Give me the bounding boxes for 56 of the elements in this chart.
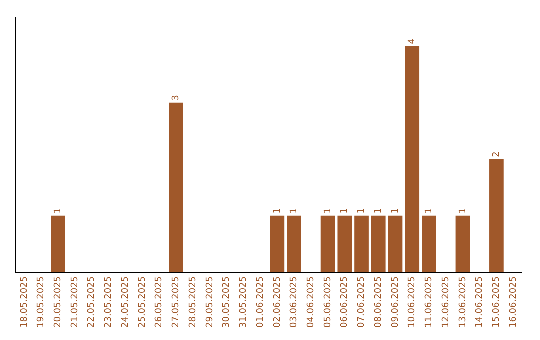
x-tick-label: 11.06.2025 bbox=[424, 276, 435, 328]
x-tick-label: 26.05.2025 bbox=[154, 276, 165, 328]
bar bbox=[51, 216, 66, 272]
bar bbox=[320, 216, 336, 272]
x-tick-label: 31.05.2025 bbox=[239, 276, 250, 328]
data-label: 1 bbox=[424, 208, 435, 214]
x-tick-label: 15.06.2025 bbox=[492, 276, 502, 328]
bar bbox=[422, 216, 436, 272]
x-tick-label: 22.05.2025 bbox=[87, 276, 98, 328]
data-label: 1 bbox=[290, 208, 300, 214]
bar bbox=[388, 216, 403, 272]
x-tick-label: 02.06.2025 bbox=[272, 276, 283, 328]
x-tick-label: 21.05.2025 bbox=[70, 276, 80, 328]
data-label: 3 bbox=[172, 95, 182, 101]
data-label: 1 bbox=[357, 208, 368, 214]
x-tick-label: 23.05.2025 bbox=[104, 276, 114, 328]
data-label: 1 bbox=[54, 208, 64, 214]
x-tick-label: 05.06.2025 bbox=[323, 276, 334, 328]
x-tick-label: 30.05.2025 bbox=[222, 276, 232, 328]
bar bbox=[405, 46, 420, 272]
x-tick-label: 12.06.2025 bbox=[441, 276, 452, 328]
x-tick-label: 18.05.2025 bbox=[20, 276, 30, 328]
x-tick-label: 01.06.2025 bbox=[256, 276, 266, 328]
bar bbox=[490, 159, 504, 272]
data-label: 1 bbox=[458, 208, 468, 214]
x-tick-label: 13.06.2025 bbox=[458, 276, 468, 328]
x-tick-label: 27.05.2025 bbox=[172, 276, 182, 328]
bar bbox=[338, 216, 352, 272]
x-tick-label: 24.05.2025 bbox=[120, 276, 131, 328]
bar bbox=[456, 216, 470, 272]
x-tick-label: 03.06.2025 bbox=[290, 276, 300, 328]
bar bbox=[371, 216, 386, 272]
bar bbox=[354, 216, 369, 272]
x-tick-label: 06.06.2025 bbox=[340, 276, 350, 328]
data-label: 2 bbox=[492, 152, 502, 158]
x-tick-label: 08.06.2025 bbox=[374, 276, 384, 328]
bar bbox=[169, 102, 184, 272]
x-tick-label: 16.06.2025 bbox=[508, 276, 519, 328]
x-tick-label: 25.05.2025 bbox=[138, 276, 148, 328]
x-tick-label: 29.05.2025 bbox=[205, 276, 216, 328]
x-tick-label: 28.05.2025 bbox=[188, 276, 198, 328]
bar bbox=[287, 216, 302, 272]
x-tick-label: 07.06.2025 bbox=[357, 276, 368, 328]
x-tick-label: 19.05.2025 bbox=[36, 276, 47, 328]
data-label: 1 bbox=[340, 208, 350, 214]
bar bbox=[270, 216, 285, 272]
data-label: 1 bbox=[272, 208, 283, 214]
data-label: 1 bbox=[374, 208, 384, 214]
data-label: 1 bbox=[390, 208, 401, 214]
data-label: 4 bbox=[408, 38, 418, 44]
x-tick-label: 20.05.2025 bbox=[54, 276, 64, 328]
x-tick-label: 10.06.2025 bbox=[408, 276, 418, 328]
x-tick-label: 14.06.2025 bbox=[475, 276, 486, 328]
x-tick-label: 04.06.2025 bbox=[306, 276, 317, 328]
x-tick-label: 09.06.2025 bbox=[390, 276, 401, 328]
data-label: 1 bbox=[323, 208, 334, 214]
